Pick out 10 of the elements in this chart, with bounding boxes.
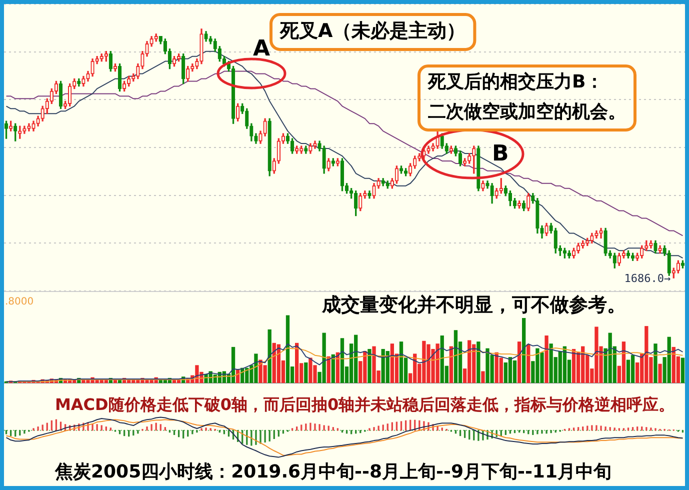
annotation: 二次做空或加空的机会。 <box>428 102 626 123</box>
annotation: 成交量变化并不明显，可不做参考。 <box>321 294 626 316</box>
annotation: 死叉A（未必是主动） <box>279 20 466 42</box>
annotation: 1686.0→ <box>624 272 672 285</box>
text: 焦炭2005四小时线：2019.6月中旬--8月上旬--9月下旬--11月中旬 <box>54 462 612 483</box>
annotation: B <box>492 142 509 167</box>
annotation: 死叉后的相交压力B： <box>427 72 604 93</box>
annotation: A <box>253 36 270 62</box>
text: .8000 <box>5 296 34 308</box>
text: MACD随价格走低下破0轴，而后回抽0轴并未站稳后回落走低，指标与价格逆相呼应。 <box>55 395 675 414</box>
